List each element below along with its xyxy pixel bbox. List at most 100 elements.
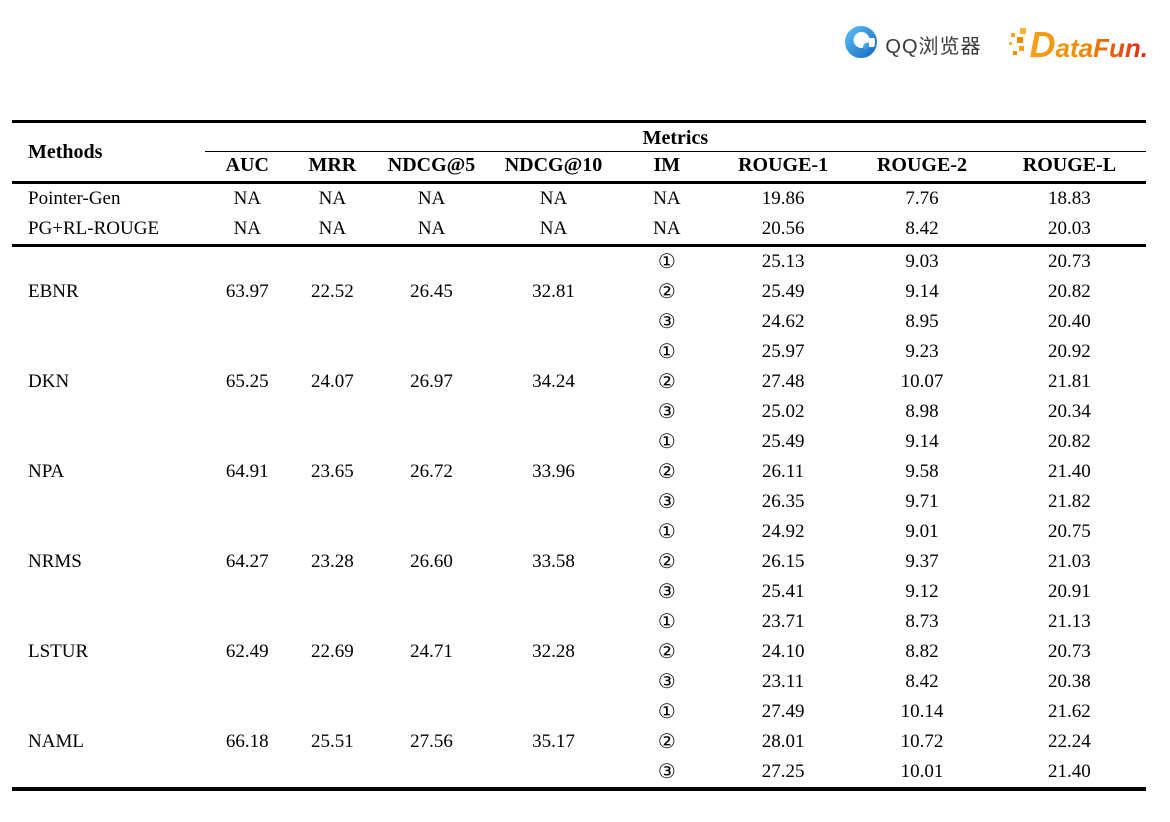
qq-browser-logo: QQ浏览器 [845, 26, 981, 63]
col-header-rouge2: ROUGE-2 [851, 151, 993, 184]
auc-cell: 63.97 [225, 281, 269, 302]
qq-browser-label: QQ浏览器 [885, 36, 982, 58]
rougel-cell: 21.62 [1048, 701, 1091, 722]
datafun-pixels-icon [1008, 26, 1028, 63]
rouge1-cell: 27.25 [761, 761, 805, 782]
rouge2-cell: 9.71 [905, 491, 939, 512]
rouge2-cell: 7.76 [905, 188, 939, 209]
ndcg5-cell: 26.45 [410, 281, 453, 302]
col-header-im: IM [618, 151, 716, 184]
auc-cell: NA [233, 188, 262, 209]
metric-row: EBNR 63.97 22.52 26.45 32.81 ① 25.13 9.03 20.73 [12, 246, 1146, 302]
ndcg5-cell: 24.71 [410, 641, 453, 662]
rouge2-cell: 10.14 [900, 701, 944, 722]
im-cell: ① [657, 251, 676, 273]
rouge1-cell: 23.71 [761, 611, 805, 632]
im-cell: ① [657, 341, 676, 363]
rougel-cell: 20.92 [1048, 341, 1091, 362]
rouge2-cell: 8.95 [905, 311, 939, 332]
im-cell: ③ [657, 761, 676, 783]
rougel-cell: 20.38 [1048, 671, 1091, 692]
rouge2-cell: 10.01 [900, 761, 944, 782]
ndcg10-cell: 33.96 [532, 461, 575, 482]
rougel-cell: 22.24 [1048, 731, 1091, 752]
rouge2-cell: 9.58 [905, 461, 939, 482]
rougel-cell: 21.13 [1048, 611, 1091, 632]
table-header-row-top: Methods Metrics [12, 121, 1146, 184]
ndcg10-cell: 33.58 [532, 551, 575, 572]
rouge2-cell: 8.73 [905, 611, 939, 632]
im-cell: ③ [657, 491, 676, 513]
rouge1-cell: 25.41 [761, 581, 805, 602]
rougel-cell: 21.81 [1048, 371, 1091, 392]
ndcg10-cell: 35.17 [532, 731, 575, 752]
mrr-cell: NA [289, 214, 375, 247]
datafun-logo: DataFun. [1008, 26, 1148, 63]
table-header-row-metrics: AUC MRR NDCG@5 NDCG@10 IM ROUGE-1 ROUGE-… [12, 151, 1146, 184]
rouge1-cell: 20.56 [715, 214, 852, 247]
rouge1-cell: 25.97 [761, 341, 805, 362]
metric-row: DKN 65.25 24.07 26.97 34.24 ① 25.97 9.23 20.92 [12, 337, 1146, 392]
rougel-cell: 21.82 [1048, 491, 1091, 512]
metric-row: ② 24.10 8.82 20.73 [12, 637, 1146, 667]
metric-row: NAML 66.18 25.51 27.56 35.17 ① 27.49 10.14 21.62 [12, 697, 1146, 752]
rougel-cell: 20.91 [1048, 581, 1091, 602]
col-header-auc: AUC [204, 151, 290, 184]
logo-bar: QQ浏览器 DataFun. [845, 26, 1148, 63]
baseline-row: PG+RL-ROUGE NA NA NA NA NA 20.56 8.42 20.03 [12, 214, 1146, 247]
ndcg10-cell: 32.81 [532, 281, 575, 302]
rougel-cell: 21.40 [1048, 461, 1091, 482]
im-cell: ② [657, 551, 676, 573]
im-cell: ② [657, 281, 676, 303]
rouge1-cell: 26.15 [761, 551, 805, 572]
mrr-cell: 23.28 [310, 551, 354, 572]
ndcg5-cell: 27.56 [410, 731, 453, 752]
rougel-cell: 18.83 [1048, 188, 1091, 209]
im-cell: NA [618, 214, 716, 247]
method-cell: LSTUR [28, 641, 89, 662]
im-cell: NA [653, 188, 681, 209]
auc-cell: 64.27 [225, 551, 269, 572]
rouge1-cell: 25.49 [761, 431, 805, 452]
col-header-ndcg10: NDCG@10 [488, 151, 619, 184]
im-cell: ① [657, 521, 676, 543]
im-cell: ③ [657, 401, 676, 423]
rouge2-cell: 9.37 [905, 551, 939, 572]
rougel-cell: 20.82 [1048, 281, 1091, 302]
rougel-cell: 20.40 [1048, 311, 1091, 332]
im-cell: ② [657, 641, 676, 663]
rougel-cell: 20.73 [1048, 251, 1091, 272]
auc-cell: 64.91 [225, 461, 269, 482]
rouge1-cell: 23.11 [762, 671, 805, 692]
rougel-cell: 20.73 [1048, 641, 1091, 662]
mrr-cell: 22.52 [310, 281, 354, 302]
rouge2-cell: 8.42 [851, 214, 993, 247]
table-body: Pointer-Gen NA NA NA NA NA 19.86 7.76 18.83 PG+RL… [12, 183, 1146, 790]
mrr-cell: NA [318, 188, 347, 209]
rougel-cell: 20.03 [992, 214, 1146, 247]
method-cell: NAML [28, 731, 84, 752]
col-header-rouge1: ROUGE-1 [715, 151, 852, 184]
ndcg10-cell: NA [539, 188, 568, 209]
rouge2-cell: 9.23 [905, 341, 939, 362]
rougel-cell: 20.82 [1048, 431, 1091, 452]
ndcg5-cell: 26.72 [410, 461, 453, 482]
metric-row: LSTUR 62.49 22.69 24.71 32.28 ① 23.71 8.73 21.13 [12, 607, 1146, 662]
rouge1-cell: 26.11 [762, 461, 805, 482]
qq-browser-icon [845, 26, 878, 63]
mrr-cell: 23.65 [310, 461, 354, 482]
rouge1-cell: 28.01 [761, 731, 805, 752]
rouge1-cell: 25.49 [761, 281, 805, 302]
ndcg5-cell: NA [417, 188, 446, 209]
ndcg10-cell: 34.24 [532, 371, 575, 392]
metric-row: ② 28.01 10.72 22.24 [12, 727, 1146, 757]
metric-row: ③ 24.62 8.95 20.40 [12, 307, 1146, 337]
rouge2-cell: 9.03 [905, 251, 939, 272]
rouge1-cell: 27.49 [761, 701, 805, 722]
rouge2-cell: 9.14 [905, 431, 939, 452]
metrics-header: Metrics [204, 121, 1146, 152]
im-cell: ② [657, 371, 676, 393]
im-cell: ① [657, 611, 676, 633]
mrr-cell: 24.07 [310, 371, 354, 392]
metric-row: ② 25.49 9.14 20.82 [12, 277, 1146, 307]
